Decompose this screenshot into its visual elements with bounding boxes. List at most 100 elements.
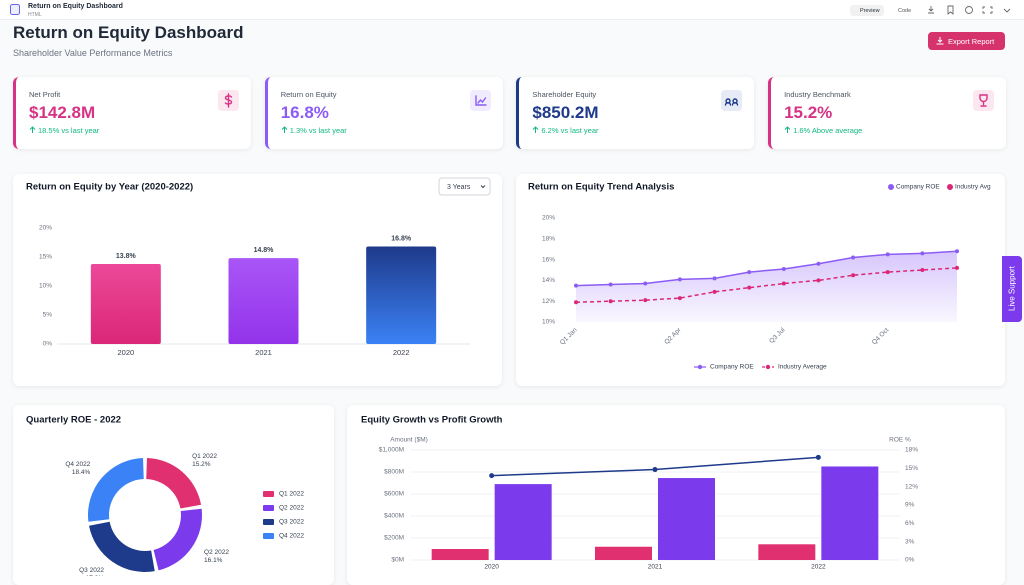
icon-glyph bbox=[979, 94, 988, 107]
slice-label: Q2 2022 bbox=[204, 549, 229, 556]
bar bbox=[228, 258, 299, 344]
y-tick-label: 18% bbox=[542, 236, 555, 243]
value-label: 14.8% bbox=[254, 247, 275, 254]
y-tick-label: $200M bbox=[384, 535, 404, 542]
download-icon[interactable] bbox=[928, 6, 934, 14]
point bbox=[643, 281, 648, 286]
y-tick-label: 16% bbox=[542, 256, 555, 263]
kpi-label: Shareholder Equity bbox=[532, 90, 597, 99]
y-tick-label: 10% bbox=[39, 283, 52, 290]
legend-dot bbox=[947, 184, 953, 190]
point bbox=[920, 268, 925, 272]
kpi-label: Industry Benchmark bbox=[784, 90, 851, 99]
bookmark-icon[interactable] bbox=[947, 5, 954, 15]
donut-slice bbox=[153, 508, 202, 571]
point bbox=[885, 270, 890, 275]
bar bbox=[595, 546, 652, 560]
y-tick-label: 5% bbox=[43, 312, 53, 319]
slice-value: 16.1% bbox=[204, 557, 223, 564]
close-icon[interactable] bbox=[1003, 8, 1011, 13]
point bbox=[712, 289, 717, 294]
chart-title: Quarterly ROE - 2022 bbox=[26, 415, 121, 426]
kpi-change-text: 6.2% vs last year bbox=[541, 126, 599, 135]
legend-label: Industry Avg bbox=[955, 184, 991, 191]
bar bbox=[431, 549, 489, 560]
y-tick-label: 15% bbox=[39, 254, 52, 261]
dropdown-label: 3 Years bbox=[447, 184, 471, 191]
kpi-value: 15.2% bbox=[784, 103, 833, 122]
toolbar-icons bbox=[928, 5, 1011, 15]
legend-label: Q2 2022 bbox=[279, 505, 304, 512]
legend-label: Q4 2022 bbox=[279, 533, 304, 540]
point bbox=[781, 281, 786, 286]
bar bbox=[366, 246, 437, 344]
value-label: 16.8% bbox=[391, 235, 412, 242]
icon-glyph bbox=[474, 95, 487, 106]
kpi-icon bbox=[218, 90, 239, 111]
point bbox=[920, 251, 925, 256]
legend-swatch bbox=[263, 505, 274, 511]
point bbox=[489, 473, 495, 479]
slice-value: 15.2% bbox=[192, 461, 211, 468]
bar bbox=[658, 478, 715, 560]
dropdown[interactable] bbox=[438, 177, 491, 196]
fullscreen-icon[interactable] bbox=[982, 6, 993, 14]
live-support-tab[interactable]: Live Support bbox=[1002, 256, 1022, 322]
point bbox=[652, 467, 658, 473]
x-tick-label: 2021 bbox=[255, 348, 272, 357]
point bbox=[608, 282, 613, 287]
y-tick-label: 20% bbox=[39, 225, 52, 232]
y-tick-label: 14% bbox=[542, 277, 555, 284]
up-arrow bbox=[533, 126, 539, 133]
legend-dot bbox=[888, 184, 894, 190]
donut-slice bbox=[146, 458, 202, 509]
export-button[interactable]: Export Report bbox=[928, 32, 1005, 50]
legend-dot bbox=[765, 364, 771, 370]
series-line bbox=[575, 250, 958, 287]
kpi-label: Return on Equity bbox=[280, 90, 337, 99]
kpi-icon bbox=[973, 90, 995, 111]
y-tick-label: $1,000M bbox=[379, 447, 404, 454]
y-tick-label: 0% bbox=[905, 557, 915, 564]
kpi-icon bbox=[721, 90, 743, 111]
globe-icon[interactable] bbox=[965, 6, 973, 14]
preview-button[interactable]: Preview bbox=[850, 5, 884, 16]
y-tick-label: 6% bbox=[905, 520, 915, 527]
area-fill bbox=[576, 251, 957, 322]
series-line bbox=[491, 456, 819, 477]
kpi-value: $850.2M bbox=[532, 103, 599, 122]
point bbox=[712, 276, 717, 281]
app-title: Return on Equity Dashboard bbox=[28, 3, 123, 10]
y-tick-label: 12% bbox=[905, 483, 918, 490]
kpi-label: Net Profit bbox=[29, 90, 61, 99]
kpi-card: Industry Benchmark 15.2% 1.6% Above averag… bbox=[768, 77, 1007, 149]
legend-label: Industry Average bbox=[778, 364, 827, 371]
series-line bbox=[575, 267, 958, 303]
point bbox=[885, 252, 890, 257]
legend-label: Company ROE bbox=[710, 364, 754, 371]
kpi-change: 6.2% vs last year bbox=[532, 126, 599, 135]
kpi-value: $142.8M bbox=[29, 103, 96, 122]
point bbox=[677, 277, 682, 282]
chart-title: Return on Equity Trend Analysis bbox=[528, 182, 674, 193]
y-tick-label: $600M bbox=[384, 491, 404, 498]
kpi-change-text: 1.3% vs last year bbox=[289, 126, 347, 135]
legend-label: Company ROE bbox=[896, 184, 940, 191]
icon-glyph bbox=[725, 98, 739, 106]
y-tick-label: 12% bbox=[542, 298, 555, 305]
y-tick-label: 9% bbox=[905, 502, 915, 509]
code-button[interactable]: Code bbox=[898, 7, 912, 14]
point bbox=[851, 273, 856, 278]
chart-title: Equity Growth vs Profit Growth bbox=[361, 415, 503, 426]
x-tick-label: 2021 bbox=[648, 564, 663, 571]
kpi-card: Shareholder Equity $850.2M 6.2% vs last ye… bbox=[516, 77, 755, 149]
x-tick-label: 2022 bbox=[393, 348, 410, 357]
up-arrow bbox=[281, 126, 288, 133]
point bbox=[677, 296, 682, 301]
kpi-card: Return on Equity 16.8% 1.3% vs last year bbox=[264, 77, 503, 149]
slice-label: Q1 2022 bbox=[192, 453, 217, 460]
y-tick-label: 3% bbox=[905, 538, 915, 545]
app-bar: Return on Equity Dashboard HTML Preview … bbox=[0, 0, 1024, 20]
